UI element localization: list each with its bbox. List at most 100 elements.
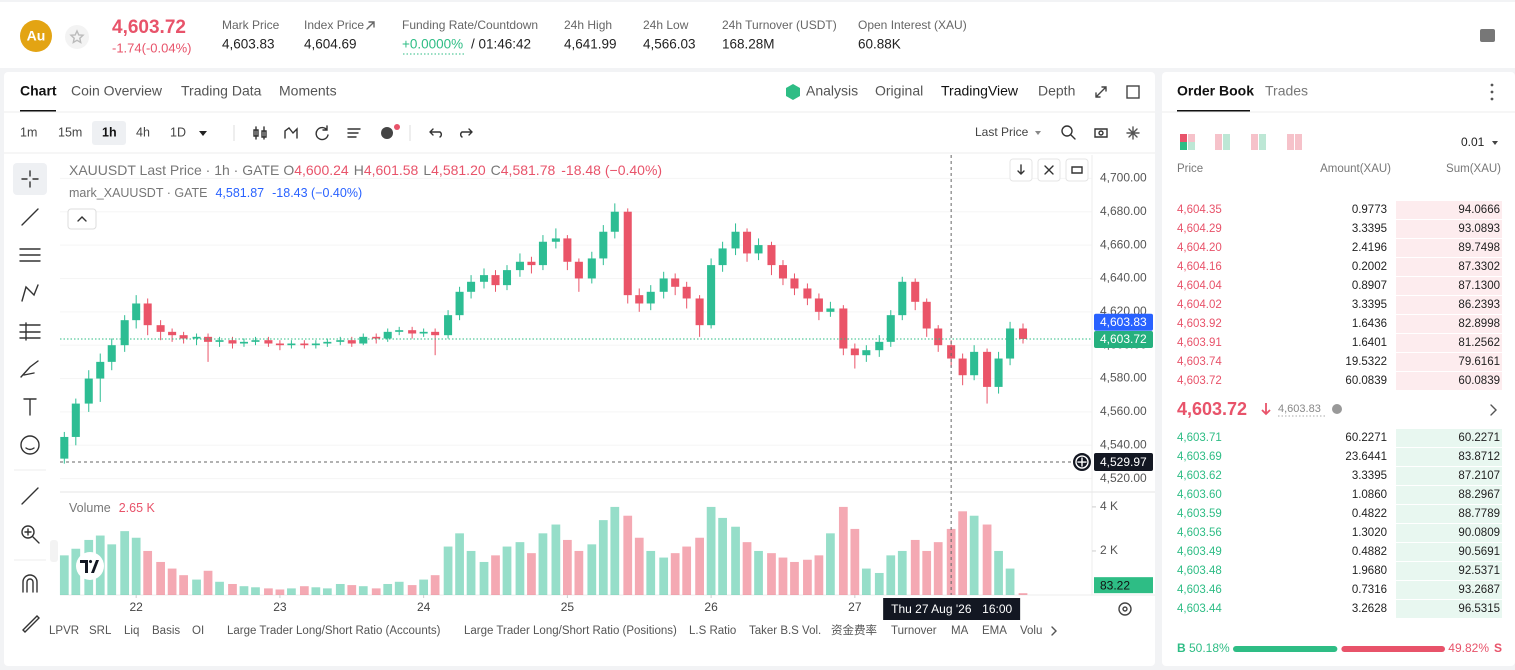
candle-body [359, 336, 368, 344]
chart-tab[interactable]: Coin Overview [71, 83, 163, 99]
drawing-tool[interactable] [21, 208, 39, 226]
layout-option[interactable] [1251, 134, 1258, 150]
drawing-tool[interactable] [20, 435, 40, 455]
depth-background [1396, 448, 1502, 466]
candle-body [179, 335, 188, 339]
indicator-button[interactable]: LPVR [49, 625, 79, 637]
add-indicator[interactable] [381, 127, 393, 139]
collapse-legend-button[interactable] [67, 208, 97, 230]
indicator-button[interactable]: Taker B.S Vol. [749, 625, 821, 637]
indicator-button[interactable]: 资金费率 [831, 623, 877, 637]
indicator-button[interactable]: Liq [124, 625, 139, 637]
interval-button[interactable]: 1m [20, 125, 37, 139]
chart-control-button[interactable] [1065, 158, 1089, 182]
stat-label: Funding Rate/Countdown [402, 18, 538, 32]
candle-body [659, 278, 668, 292]
template-icon[interactable] [347, 128, 361, 138]
interval-dropdown[interactable] [199, 131, 207, 136]
drawing-tool[interactable] [19, 322, 41, 341]
volume-bar [383, 583, 393, 595]
chart-control-icon[interactable] [1071, 166, 1083, 174]
layout-option[interactable] [1295, 134, 1302, 150]
fullscreen-icon[interactable] [1095, 86, 1107, 98]
chart-control-icon[interactable] [1044, 165, 1054, 175]
undo-icon[interactable] [429, 128, 442, 138]
external-link-icon[interactable] [366, 21, 375, 30]
settings-icon[interactable] [1126, 126, 1140, 140]
view-tab[interactable]: Original [875, 83, 923, 99]
interval-button[interactable]: 15m [58, 125, 82, 139]
candle-type-icon[interactable] [253, 126, 267, 140]
chart-settings-icon[interactable] [1118, 602, 1132, 616]
drawing-tool[interactable] [21, 487, 39, 505]
drawing-tool[interactable] [21, 170, 39, 188]
candle-body [1018, 328, 1028, 339]
row-amount: 2.4196 [1352, 242, 1387, 254]
redo-icon[interactable] [460, 128, 473, 138]
orderbook-expand[interactable] [1490, 404, 1497, 416]
volume-bar [826, 533, 835, 595]
precision-select[interactable]: 0.01 [1461, 135, 1485, 149]
candle-body [395, 330, 404, 332]
chart-tab[interactable]: Trading Data [181, 83, 262, 99]
depth-background [1396, 220, 1502, 238]
view-tab[interactable]: Analysis [806, 83, 858, 99]
interval-button[interactable]: 4h [136, 125, 150, 139]
notify-dot [394, 124, 400, 130]
drawing-tool[interactable] [22, 615, 40, 633]
indicator-button[interactable]: EMA [982, 625, 1007, 637]
view-tab[interactable]: Depth [1038, 83, 1075, 99]
snapshot-icon[interactable] [1094, 128, 1108, 138]
indicator-button[interactable]: Turnover [891, 625, 937, 637]
orderbook-tab[interactable]: Trades [1265, 83, 1308, 99]
indicator-button[interactable]: L.S Ratio [689, 625, 736, 637]
indicator-button[interactable]: SRL [89, 625, 112, 637]
chart-control-icon[interactable] [1017, 164, 1025, 175]
indicator-button[interactable]: MA [951, 625, 969, 637]
search-icon[interactable] [1061, 125, 1076, 140]
layout-option[interactable] [1259, 134, 1266, 150]
indicator-icon[interactable] [284, 127, 298, 139]
collapse-caret[interactable] [77, 216, 87, 222]
interval-button[interactable]: 1h [102, 125, 117, 139]
candle-body [970, 351, 979, 376]
row-amount: 3.3395 [1352, 299, 1387, 311]
row-price: 4,603.46 [1177, 584, 1222, 596]
price-source-select[interactable]: Last Price [975, 125, 1029, 139]
indicator-scroll-right[interactable] [1051, 626, 1057, 636]
view-tab[interactable]: TradingView [941, 83, 1019, 99]
symbol-icon-text: Au [27, 28, 46, 44]
candle-body [635, 295, 644, 304]
drawing-tool[interactable] [21, 525, 40, 544]
replay-icon[interactable] [315, 125, 329, 141]
indicator-button[interactable]: Large Trader Long/Short Ratio (Accounts) [227, 625, 441, 637]
drawing-tool[interactable] [20, 360, 39, 378]
interval-button[interactable]: 1D [170, 125, 186, 139]
notes-button[interactable] [1480, 29, 1495, 42]
layout-option[interactable] [1215, 134, 1222, 150]
indicator-button[interactable]: Large Trader Long/Short Ratio (Positions… [464, 625, 677, 637]
window-button[interactable] [1126, 85, 1140, 99]
indicator-button[interactable]: OI [192, 625, 204, 637]
orderbook-tab[interactable]: Order Book [1177, 83, 1254, 99]
ohlc-key: O [283, 162, 294, 178]
add-alert-plus[interactable] [1075, 455, 1089, 469]
chart-tab[interactable]: Chart [20, 83, 57, 99]
favorite-star[interactable] [69, 29, 85, 44]
drawing-tool[interactable] [23, 398, 37, 416]
drawing-tool[interactable] [22, 574, 38, 593]
layout-option[interactable] [1287, 134, 1294, 150]
volume-bar [143, 550, 153, 595]
drawing-tool[interactable] [21, 284, 39, 302]
chart-tab[interactable]: Moments [279, 83, 337, 99]
indicator-button[interactable]: Volu [1020, 625, 1042, 637]
row-sum: 90.5691 [1458, 546, 1500, 558]
favorite-button[interactable] [65, 25, 89, 49]
drawing-tool[interactable] [19, 248, 41, 262]
indicator-button[interactable]: Basis [152, 625, 180, 637]
candle-body [994, 358, 1003, 387]
depth-background [1396, 258, 1502, 276]
layout-option[interactable] [1223, 134, 1230, 150]
row-price: 4,604.02 [1177, 299, 1222, 311]
stat-label: Open Interest (XAU) [858, 18, 967, 32]
